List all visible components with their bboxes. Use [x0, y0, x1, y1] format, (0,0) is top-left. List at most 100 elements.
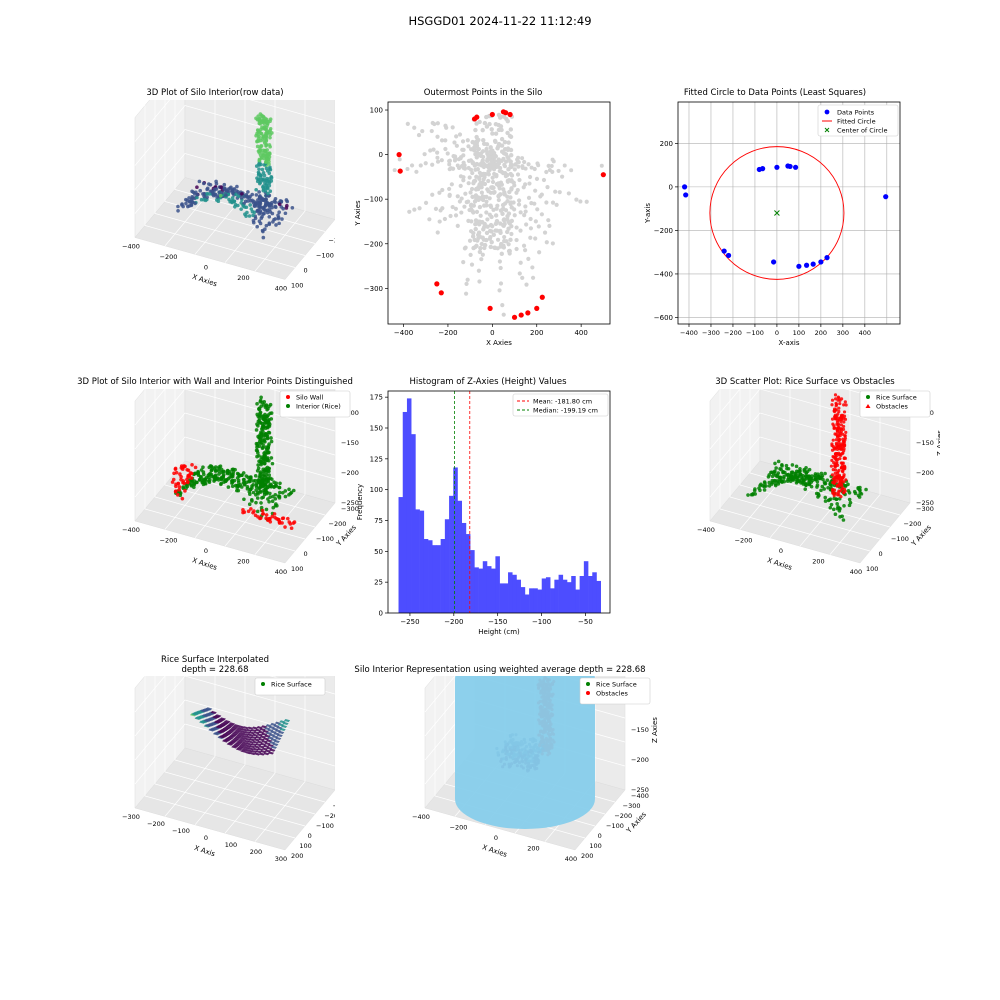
gray-point: [490, 131, 495, 136]
gray-point: [494, 206, 499, 211]
data-point: [264, 513, 269, 517]
data-point: [216, 469, 221, 473]
gray-point: [533, 219, 538, 224]
gray-point: [473, 221, 478, 227]
data-point: [842, 420, 846, 424]
y-tick-label: −200: [614, 812, 632, 820]
surface-cell: [218, 729, 225, 733]
data-point: [836, 422, 841, 426]
gray-point: [507, 189, 512, 195]
data-point: [224, 478, 229, 483]
gray-point: [520, 275, 525, 280]
data-point: [257, 129, 261, 134]
data-point: [215, 198, 219, 202]
gray-point: [501, 170, 506, 176]
plot-frame: [677, 101, 901, 325]
data-point: [239, 485, 244, 489]
surface-cell: [219, 717, 226, 721]
data-point: [844, 478, 848, 482]
gray-point: [455, 163, 460, 168]
data-point: [837, 468, 841, 472]
x-tick-label: −200: [444, 618, 463, 626]
data-point: [842, 403, 846, 407]
data-point: [273, 492, 278, 497]
grid-line: [134, 436, 336, 498]
data-point: [828, 497, 833, 501]
data-point: [236, 488, 241, 493]
data-point: [241, 508, 245, 512]
data-point: [254, 428, 259, 432]
y-tick-label: −300: [364, 285, 383, 293]
data-point: [261, 197, 265, 201]
gray-point: [471, 181, 476, 186]
surface-cell: [215, 714, 222, 718]
gray-point: [435, 155, 440, 160]
x-axis-label: X Axies: [486, 339, 512, 347]
data-point: [853, 491, 858, 496]
gray-point: [546, 163, 551, 168]
data-point: [233, 205, 237, 209]
gray-point: [490, 175, 495, 180]
data-point: [221, 477, 226, 481]
data-point: [239, 207, 243, 211]
surface-cell: [213, 715, 220, 719]
data-point: [218, 193, 223, 198]
data-point: [252, 203, 257, 208]
data-point: [264, 119, 269, 123]
grid-line: [729, 389, 881, 540]
gray-point: [469, 167, 474, 172]
data-point: [269, 456, 274, 460]
gray-point: [505, 154, 510, 159]
data-point: [230, 473, 235, 478]
data-point: [856, 486, 860, 490]
gray-point: [505, 198, 510, 204]
data-point: [268, 119, 272, 124]
gray-point: [462, 204, 467, 209]
y-tick-label: 0: [308, 832, 312, 840]
y-axis-label: Frequency: [356, 484, 364, 520]
grid-line: [154, 676, 306, 827]
data-point: [830, 487, 835, 492]
data-point: [258, 478, 263, 483]
surface-cell: [249, 745, 256, 749]
histogram-bar: [491, 568, 496, 613]
data-point: [809, 484, 814, 489]
gray-point: [460, 147, 465, 152]
gray-point: [523, 204, 528, 209]
data-point: [839, 495, 843, 499]
data-point: [830, 398, 835, 402]
z-tick-label: −200: [631, 756, 649, 764]
x-tick-label: −400: [680, 329, 698, 337]
outermost-title: Outermost Points in the Silo: [423, 88, 543, 98]
gray-point: [496, 127, 502, 133]
z-axis-label: Z Axies: [651, 717, 659, 743]
data-point: [837, 406, 841, 410]
data-point: [258, 398, 263, 403]
data-point: [822, 487, 826, 491]
panel-histogram: Histogram of Z-Axies (Height) Values −25…: [348, 374, 628, 639]
x-tick-label: 300: [275, 855, 287, 863]
gray-point: [528, 226, 534, 231]
data-point: [842, 410, 847, 414]
gray-point: [492, 167, 497, 172]
data-point: [829, 464, 833, 468]
y-tick-label: −600: [654, 314, 673, 322]
data-point: [258, 209, 263, 213]
grid-line: [174, 676, 326, 803]
data-point: [758, 488, 762, 493]
gray-point: [418, 163, 423, 168]
gray-point: [476, 197, 481, 203]
data-point: [230, 484, 235, 489]
outermost-point: [474, 114, 480, 120]
data-point: [833, 455, 837, 459]
data-point: [803, 262, 810, 268]
data-point: [806, 474, 811, 479]
histogram-bar: [436, 545, 441, 613]
y-tick-label: 200: [660, 140, 673, 148]
data-point: [836, 418, 840, 422]
data-point: [835, 471, 840, 476]
x-tick-label: 0: [775, 329, 779, 337]
data-point: [178, 491, 183, 495]
gray-point: [448, 213, 453, 219]
data-point: [262, 399, 267, 404]
